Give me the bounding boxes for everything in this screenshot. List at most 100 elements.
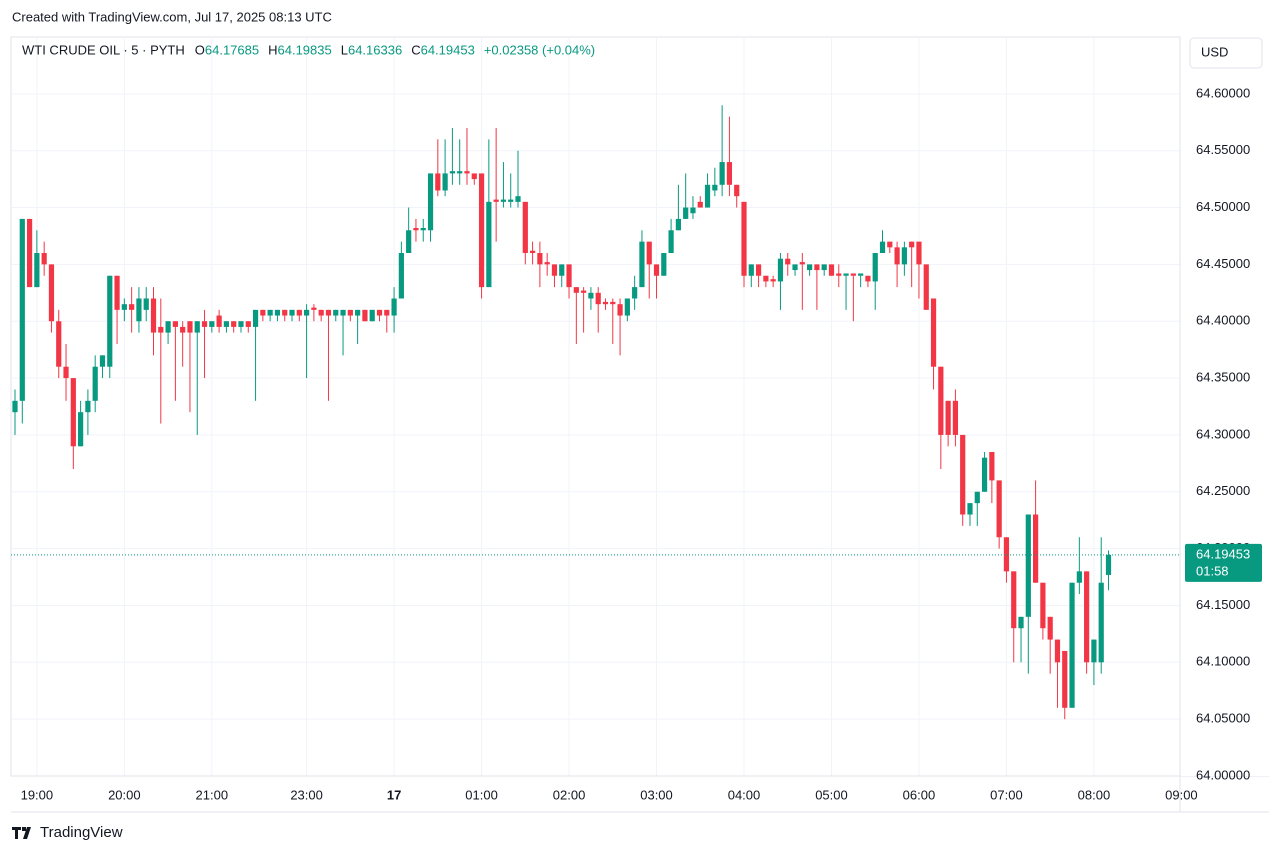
x-tick-label: 07:00 bbox=[990, 787, 1023, 802]
candle-body bbox=[99, 355, 106, 367]
candle-body bbox=[595, 292, 601, 305]
candle-body bbox=[231, 321, 237, 327]
candle-body bbox=[792, 264, 798, 271]
candle-body bbox=[573, 287, 579, 293]
brand-text: TradingView bbox=[40, 824, 123, 841]
candle-body bbox=[92, 366, 98, 401]
candle-body bbox=[158, 326, 164, 333]
candle-body bbox=[734, 184, 740, 197]
candle-body bbox=[282, 309, 288, 316]
y-tick-label: 64.50000 bbox=[1196, 199, 1250, 214]
candle-body bbox=[449, 171, 455, 174]
candle-body bbox=[129, 304, 135, 310]
candle-body bbox=[1011, 571, 1017, 629]
candle-body bbox=[668, 230, 674, 254]
candle-body bbox=[602, 301, 609, 305]
candle-body bbox=[675, 218, 681, 231]
candle-body bbox=[1047, 616, 1053, 640]
created-caption: Created with TradingView.com, Jul 17, 20… bbox=[12, 9, 332, 24]
candle-body bbox=[180, 326, 186, 333]
candle-body bbox=[165, 321, 171, 333]
candle-body bbox=[238, 321, 244, 327]
candle-body bbox=[1040, 582, 1046, 629]
x-tick-label: 23:00 bbox=[290, 787, 323, 802]
ohlc-letter: L bbox=[341, 42, 348, 57]
candle-body bbox=[267, 309, 273, 316]
candle-body bbox=[289, 309, 295, 316]
candle-body bbox=[143, 298, 149, 310]
candle-body bbox=[632, 287, 638, 299]
candle-body bbox=[872, 253, 878, 282]
y-tick-label: 64.05000 bbox=[1196, 711, 1250, 726]
candle-body bbox=[340, 309, 346, 316]
candle-body bbox=[391, 298, 397, 316]
candle-body bbox=[850, 273, 856, 276]
candle-body bbox=[427, 173, 434, 231]
y-tick-label: 64.30000 bbox=[1196, 426, 1250, 441]
candle-body bbox=[653, 264, 660, 276]
candle-body bbox=[566, 264, 572, 288]
candle-body bbox=[726, 162, 733, 185]
candle-body bbox=[56, 321, 62, 367]
candle-body bbox=[114, 275, 120, 310]
candle-body bbox=[588, 292, 594, 299]
candle-body bbox=[807, 264, 813, 271]
logo-icon bbox=[12, 827, 31, 839]
candle-body bbox=[610, 301, 616, 305]
candle-body bbox=[398, 253, 404, 299]
candle-body bbox=[245, 321, 251, 327]
x-tick-label: 03:00 bbox=[640, 787, 673, 802]
candle-body bbox=[457, 171, 463, 174]
ohlc-letter: O bbox=[195, 42, 205, 57]
candle-body bbox=[515, 196, 521, 202]
candle-body bbox=[1054, 639, 1061, 663]
y-tick-label: 64.00000 bbox=[1196, 767, 1250, 782]
candle-body bbox=[107, 275, 113, 367]
candle-body bbox=[865, 275, 871, 282]
candle-body bbox=[150, 298, 157, 333]
last-price-label: 64.19453 bbox=[1196, 546, 1250, 561]
x-tick-label: 04:00 bbox=[728, 787, 761, 802]
candle-body bbox=[974, 491, 980, 504]
ohlc-value: 64.19453 bbox=[421, 42, 475, 57]
candle-body bbox=[748, 264, 754, 276]
candle-body bbox=[1062, 650, 1068, 708]
countdown: 01:58 bbox=[1196, 563, 1229, 578]
candle-body bbox=[1091, 639, 1097, 663]
candle-body bbox=[311, 307, 317, 310]
candle-body bbox=[697, 201, 703, 208]
candle-body bbox=[537, 253, 543, 265]
currency-label[interactable]: USD bbox=[1201, 44, 1228, 59]
candle-body bbox=[930, 298, 937, 367]
candle-body bbox=[478, 173, 485, 288]
candle-body bbox=[172, 321, 178, 327]
candle-body bbox=[646, 241, 652, 265]
candle-body bbox=[967, 503, 973, 515]
y-tick-label: 64.55000 bbox=[1196, 142, 1250, 157]
logo: TradingView bbox=[12, 824, 123, 841]
currency-button[interactable] bbox=[1189, 37, 1263, 69]
candle-body bbox=[785, 258, 791, 265]
candle-body bbox=[486, 201, 492, 288]
candle-body bbox=[624, 298, 630, 316]
candle-body bbox=[1076, 571, 1082, 583]
candle-body bbox=[755, 264, 762, 276]
candle-body bbox=[369, 309, 375, 322]
candle-body bbox=[187, 321, 193, 333]
x-tick-label: 01:00 bbox=[465, 787, 498, 802]
x-tick-label: 20:00 bbox=[108, 787, 141, 802]
candle-body bbox=[406, 230, 412, 254]
candle-body bbox=[617, 304, 623, 316]
candle-body bbox=[500, 199, 507, 202]
candle-body bbox=[843, 273, 849, 276]
x-tick-label: 02:00 bbox=[553, 787, 586, 802]
candle-body bbox=[522, 201, 528, 254]
candle-body bbox=[194, 321, 200, 333]
candle-body bbox=[34, 253, 40, 288]
candle-body bbox=[435, 173, 441, 191]
x-tick-label: 08:00 bbox=[1078, 787, 1111, 802]
candle-body bbox=[201, 321, 208, 327]
candle-body bbox=[260, 309, 266, 316]
symbol-title: WTI CRUDE OIL · 5 · PYTH bbox=[22, 42, 185, 57]
